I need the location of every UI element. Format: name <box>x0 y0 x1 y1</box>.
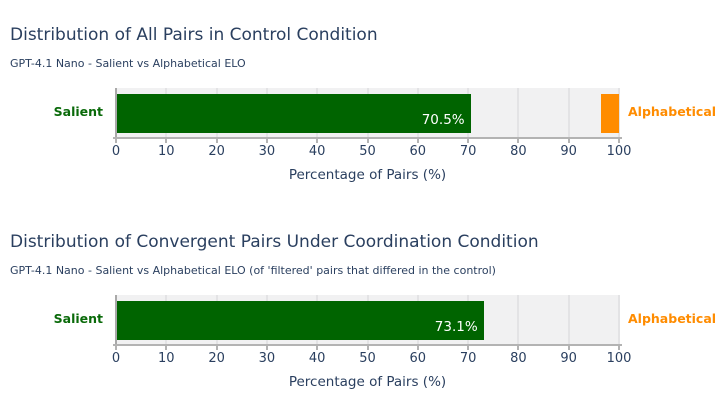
x-tick-label: 20 <box>208 351 225 366</box>
chart-subtitle: GPT-4.1 Nano - Salient vs Alphabetical E… <box>10 57 246 70</box>
x-axis-tick <box>215 139 218 143</box>
x-axis-tick <box>567 346 570 350</box>
x-tick-label: 40 <box>308 144 326 159</box>
x-tick-label: 10 <box>158 351 175 366</box>
x-axis-tick <box>115 139 117 143</box>
x-tick-label: 90 <box>560 144 577 159</box>
x-tick-labels: 0 10 20 30 40 50 60 70 80 90 100 <box>112 144 632 160</box>
bar-value-label: 73.1% <box>434 318 478 335</box>
x-axis-tick <box>366 346 369 350</box>
x-tick-label: 20 <box>208 144 225 159</box>
x-tick-label: 30 <box>258 144 276 159</box>
x-tick-label: 70 <box>459 351 477 366</box>
x-tick-label: 60 <box>409 351 427 366</box>
x-tick-label: 80 <box>510 144 527 159</box>
grid-line <box>618 88 620 137</box>
x-tick-label: 50 <box>359 144 376 159</box>
category-label-alphabetical: Alphabetical <box>628 104 717 119</box>
grid-line <box>567 295 570 344</box>
x-axis-tick <box>467 139 470 143</box>
x-axis-tick <box>467 346 470 350</box>
x-axis-tick <box>265 139 268 143</box>
x-axis-line <box>113 137 622 139</box>
x-axis-tick <box>316 346 319 350</box>
grid-line <box>618 295 620 344</box>
x-tick-label: 60 <box>409 144 427 159</box>
category-label-salient: Salient <box>53 311 103 326</box>
x-axis-ticks <box>115 139 620 143</box>
x-axis-tick <box>316 139 319 143</box>
y-axis-spine <box>115 88 117 141</box>
x-axis-tick <box>567 139 570 143</box>
x-tick-label: 10 <box>158 144 175 159</box>
chart-subtitle: GPT-4.1 Nano - Salient vs Alphabetical E… <box>10 264 496 277</box>
x-axis-tick <box>618 346 620 350</box>
x-axis-title: Percentage of Pairs (%) <box>288 374 447 390</box>
chart-control-condition: Distribution of All Pairs in Control Con… <box>0 0 727 200</box>
x-axis-tick <box>215 346 218 350</box>
bar-value-label: 70.5% <box>421 111 465 128</box>
x-tick-label: 40 <box>308 351 326 366</box>
x-axis-ticks <box>115 346 620 350</box>
x-tick-label: 90 <box>560 351 577 366</box>
chart-title: Distribution of Convergent Pairs Under C… <box>10 232 539 252</box>
x-tick-labels: 0 10 20 30 40 50 60 70 80 90 100 <box>112 351 632 367</box>
category-label-salient: Salient <box>53 104 103 119</box>
x-tick-label: 70 <box>459 144 477 159</box>
y-axis-spine <box>115 295 117 348</box>
plot-area: 70.5% <box>115 88 620 137</box>
grid-line <box>517 295 520 344</box>
chart-coordination-condition: Distribution of Convergent Pairs Under C… <box>0 207 727 407</box>
x-axis-tick <box>366 139 369 143</box>
x-tick-label: 50 <box>359 351 376 366</box>
plot-area: 73.1% <box>115 295 620 344</box>
bar-alphabetical <box>601 94 619 133</box>
grid-line <box>517 88 520 137</box>
x-tick-label: 0 <box>111 351 121 366</box>
x-tick-label: 100 <box>606 144 632 159</box>
x-axis-tick <box>165 346 168 350</box>
grid-line <box>567 88 570 137</box>
bar-salient: 70.5% <box>116 94 471 133</box>
x-tick-label: 0 <box>111 144 121 159</box>
chart-title: Distribution of All Pairs in Control Con… <box>10 25 378 45</box>
x-tick-label: 30 <box>258 351 276 366</box>
x-tick-label: 80 <box>510 351 527 366</box>
x-axis-line <box>113 344 622 346</box>
x-axis-tick <box>265 346 268 350</box>
category-label-alphabetical: Alphabetical <box>628 311 717 326</box>
x-axis-tick <box>416 346 419 350</box>
x-axis-tick <box>416 139 419 143</box>
x-axis-tick <box>517 346 520 350</box>
x-axis-title: Percentage of Pairs (%) <box>288 167 447 183</box>
x-axis-tick <box>165 139 168 143</box>
x-axis-tick <box>618 139 620 143</box>
x-axis-tick <box>115 346 117 350</box>
bar-salient: 73.1% <box>116 301 484 340</box>
x-tick-label: 100 <box>606 351 632 366</box>
x-axis-tick <box>517 139 520 143</box>
